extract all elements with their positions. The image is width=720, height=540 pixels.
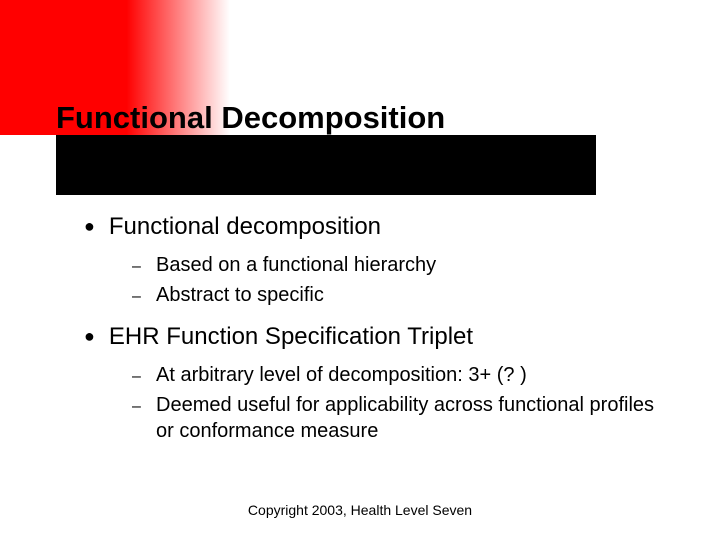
bullet-text: Functional decomposition: [109, 212, 381, 242]
dash-icon: –: [132, 368, 142, 386]
list-item: – Deemed useful for applicability across…: [132, 392, 664, 444]
bullet-icon: ●: [84, 217, 95, 235]
slide-title: Functional Decomposition: [56, 100, 445, 136]
bullet-icon: ●: [84, 327, 95, 345]
slide: Functional Decomposition ● Functional de…: [0, 0, 720, 540]
footer-text: Copyright 2003, Health Level Seven: [0, 502, 720, 518]
list-item: – Based on a functional hierarchy: [132, 252, 664, 278]
bullet-text: EHR Function Specification Triplet: [109, 322, 473, 352]
list-item: – At arbitrary level of decomposition: 3…: [132, 362, 664, 388]
sub-list: – At arbitrary level of decomposition: 3…: [132, 362, 664, 444]
list-item: ● Functional decomposition: [84, 212, 664, 242]
dash-icon: –: [132, 288, 142, 306]
sub-text: At arbitrary level of decomposition: 3+ …: [156, 362, 527, 388]
list-item: ● EHR Function Specification Triplet: [84, 322, 664, 352]
dash-icon: –: [132, 258, 142, 276]
dash-icon: –: [132, 398, 142, 416]
sub-text: Abstract to specific: [156, 282, 324, 308]
content-area: ● Functional decomposition – Based on a …: [84, 212, 664, 458]
sub-text: Based on a functional hierarchy: [156, 252, 436, 278]
title-underline-bar: [56, 135, 596, 195]
sub-text: Deemed useful for applicability across f…: [156, 392, 664, 444]
list-item: – Abstract to specific: [132, 282, 664, 308]
sub-list: – Based on a functional hierarchy – Abst…: [132, 252, 664, 308]
